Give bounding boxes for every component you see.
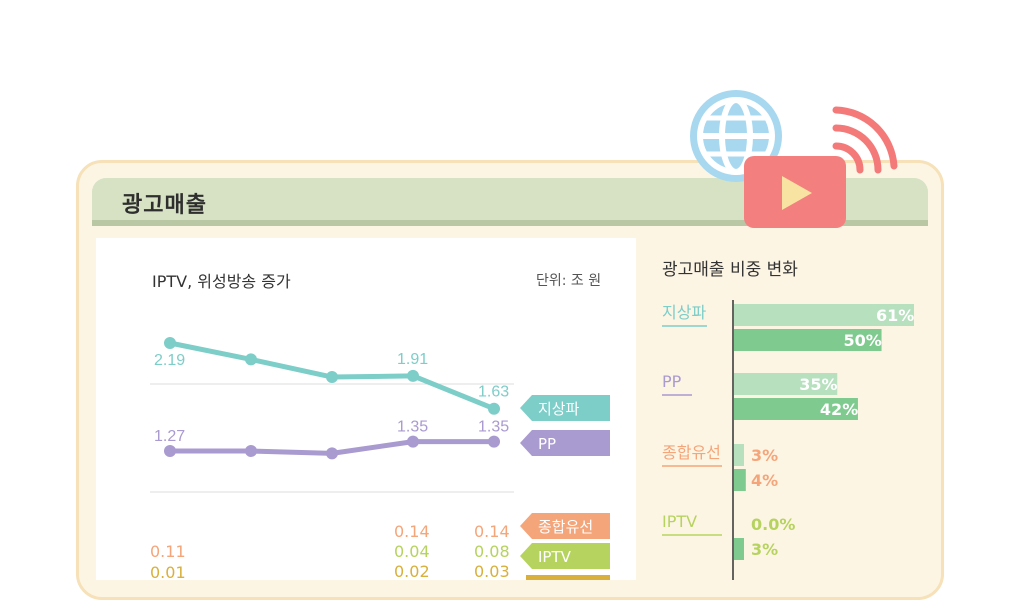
bar-value-label: 4% bbox=[751, 471, 778, 490]
data-label: 0.11 bbox=[150, 542, 186, 561]
bar-value-label: 42% bbox=[820, 400, 858, 419]
bar-value-label: 61% bbox=[876, 306, 914, 325]
category-label: 지상파 bbox=[662, 303, 706, 322]
data-point bbox=[488, 435, 500, 448]
bar bbox=[734, 444, 744, 466]
play-button-icon bbox=[744, 156, 846, 228]
data-point bbox=[245, 445, 257, 457]
data-label: 0.03 bbox=[474, 562, 510, 580]
data-point bbox=[326, 371, 338, 384]
series-tag-label: 지상파 bbox=[538, 400, 580, 418]
data-point bbox=[245, 353, 257, 366]
broadcast-signal-icon bbox=[832, 106, 898, 174]
bar bbox=[734, 373, 838, 395]
charts-svg: 2.19 1.91 1.63 1.27 1.35 1.35 지상파 PP 종합유선 IPTV 0.1… bbox=[150, 300, 914, 580]
bar-value-label: 3% bbox=[751, 540, 778, 559]
series-tag-label: IPTV bbox=[538, 548, 572, 566]
data-label: 2.19 bbox=[154, 352, 185, 369]
data-point bbox=[407, 369, 419, 382]
bar-value-label: 35% bbox=[799, 375, 837, 394]
line-chart-unit: 단위: 조 원 bbox=[536, 273, 602, 289]
data-label: 0.14 bbox=[474, 522, 510, 541]
category-label: IPTV bbox=[662, 512, 697, 531]
series-tag-label: 종합유선 bbox=[538, 518, 593, 536]
bar-chart-title: 광고매출 비중 변화 bbox=[662, 260, 798, 280]
series-tag bbox=[520, 395, 610, 421]
category-label: PP bbox=[662, 372, 682, 391]
data-point bbox=[488, 402, 500, 415]
series-tag bbox=[520, 513, 610, 539]
data-point bbox=[164, 337, 176, 349]
bar-value-label: 50% bbox=[844, 331, 882, 350]
category-label: 종합유선 bbox=[662, 443, 721, 462]
data-label: 0.02 bbox=[394, 562, 430, 580]
bar bbox=[734, 304, 914, 326]
series-tag-label: PP bbox=[538, 435, 556, 453]
bar bbox=[734, 398, 858, 420]
data-label: 0.04 bbox=[394, 542, 430, 561]
data-label: 0.08 bbox=[474, 542, 510, 561]
data-point bbox=[326, 447, 338, 460]
series-tag bbox=[520, 430, 610, 456]
bar bbox=[734, 538, 744, 560]
bar bbox=[734, 329, 882, 351]
bar-value-label: 3% bbox=[751, 446, 778, 465]
data-label: 0.14 bbox=[394, 522, 430, 541]
data-label: 0.01 bbox=[150, 563, 186, 580]
series-tag bbox=[520, 543, 610, 569]
series-tag bbox=[526, 575, 610, 580]
data-label: 1.27 bbox=[154, 428, 185, 445]
data-label: 1.63 bbox=[478, 384, 509, 401]
data-point bbox=[407, 435, 419, 448]
data-label: 1.91 bbox=[397, 351, 428, 368]
data-label: 1.35 bbox=[478, 419, 509, 436]
bar bbox=[734, 469, 746, 491]
page-title: 광고매출 bbox=[122, 193, 207, 218]
line-chart-subtitle: IPTV, 위성방송 증가 bbox=[152, 272, 291, 291]
data-label: 1.35 bbox=[397, 419, 428, 436]
bar-value-label: 0.0% bbox=[751, 515, 795, 534]
data-point bbox=[164, 445, 176, 457]
